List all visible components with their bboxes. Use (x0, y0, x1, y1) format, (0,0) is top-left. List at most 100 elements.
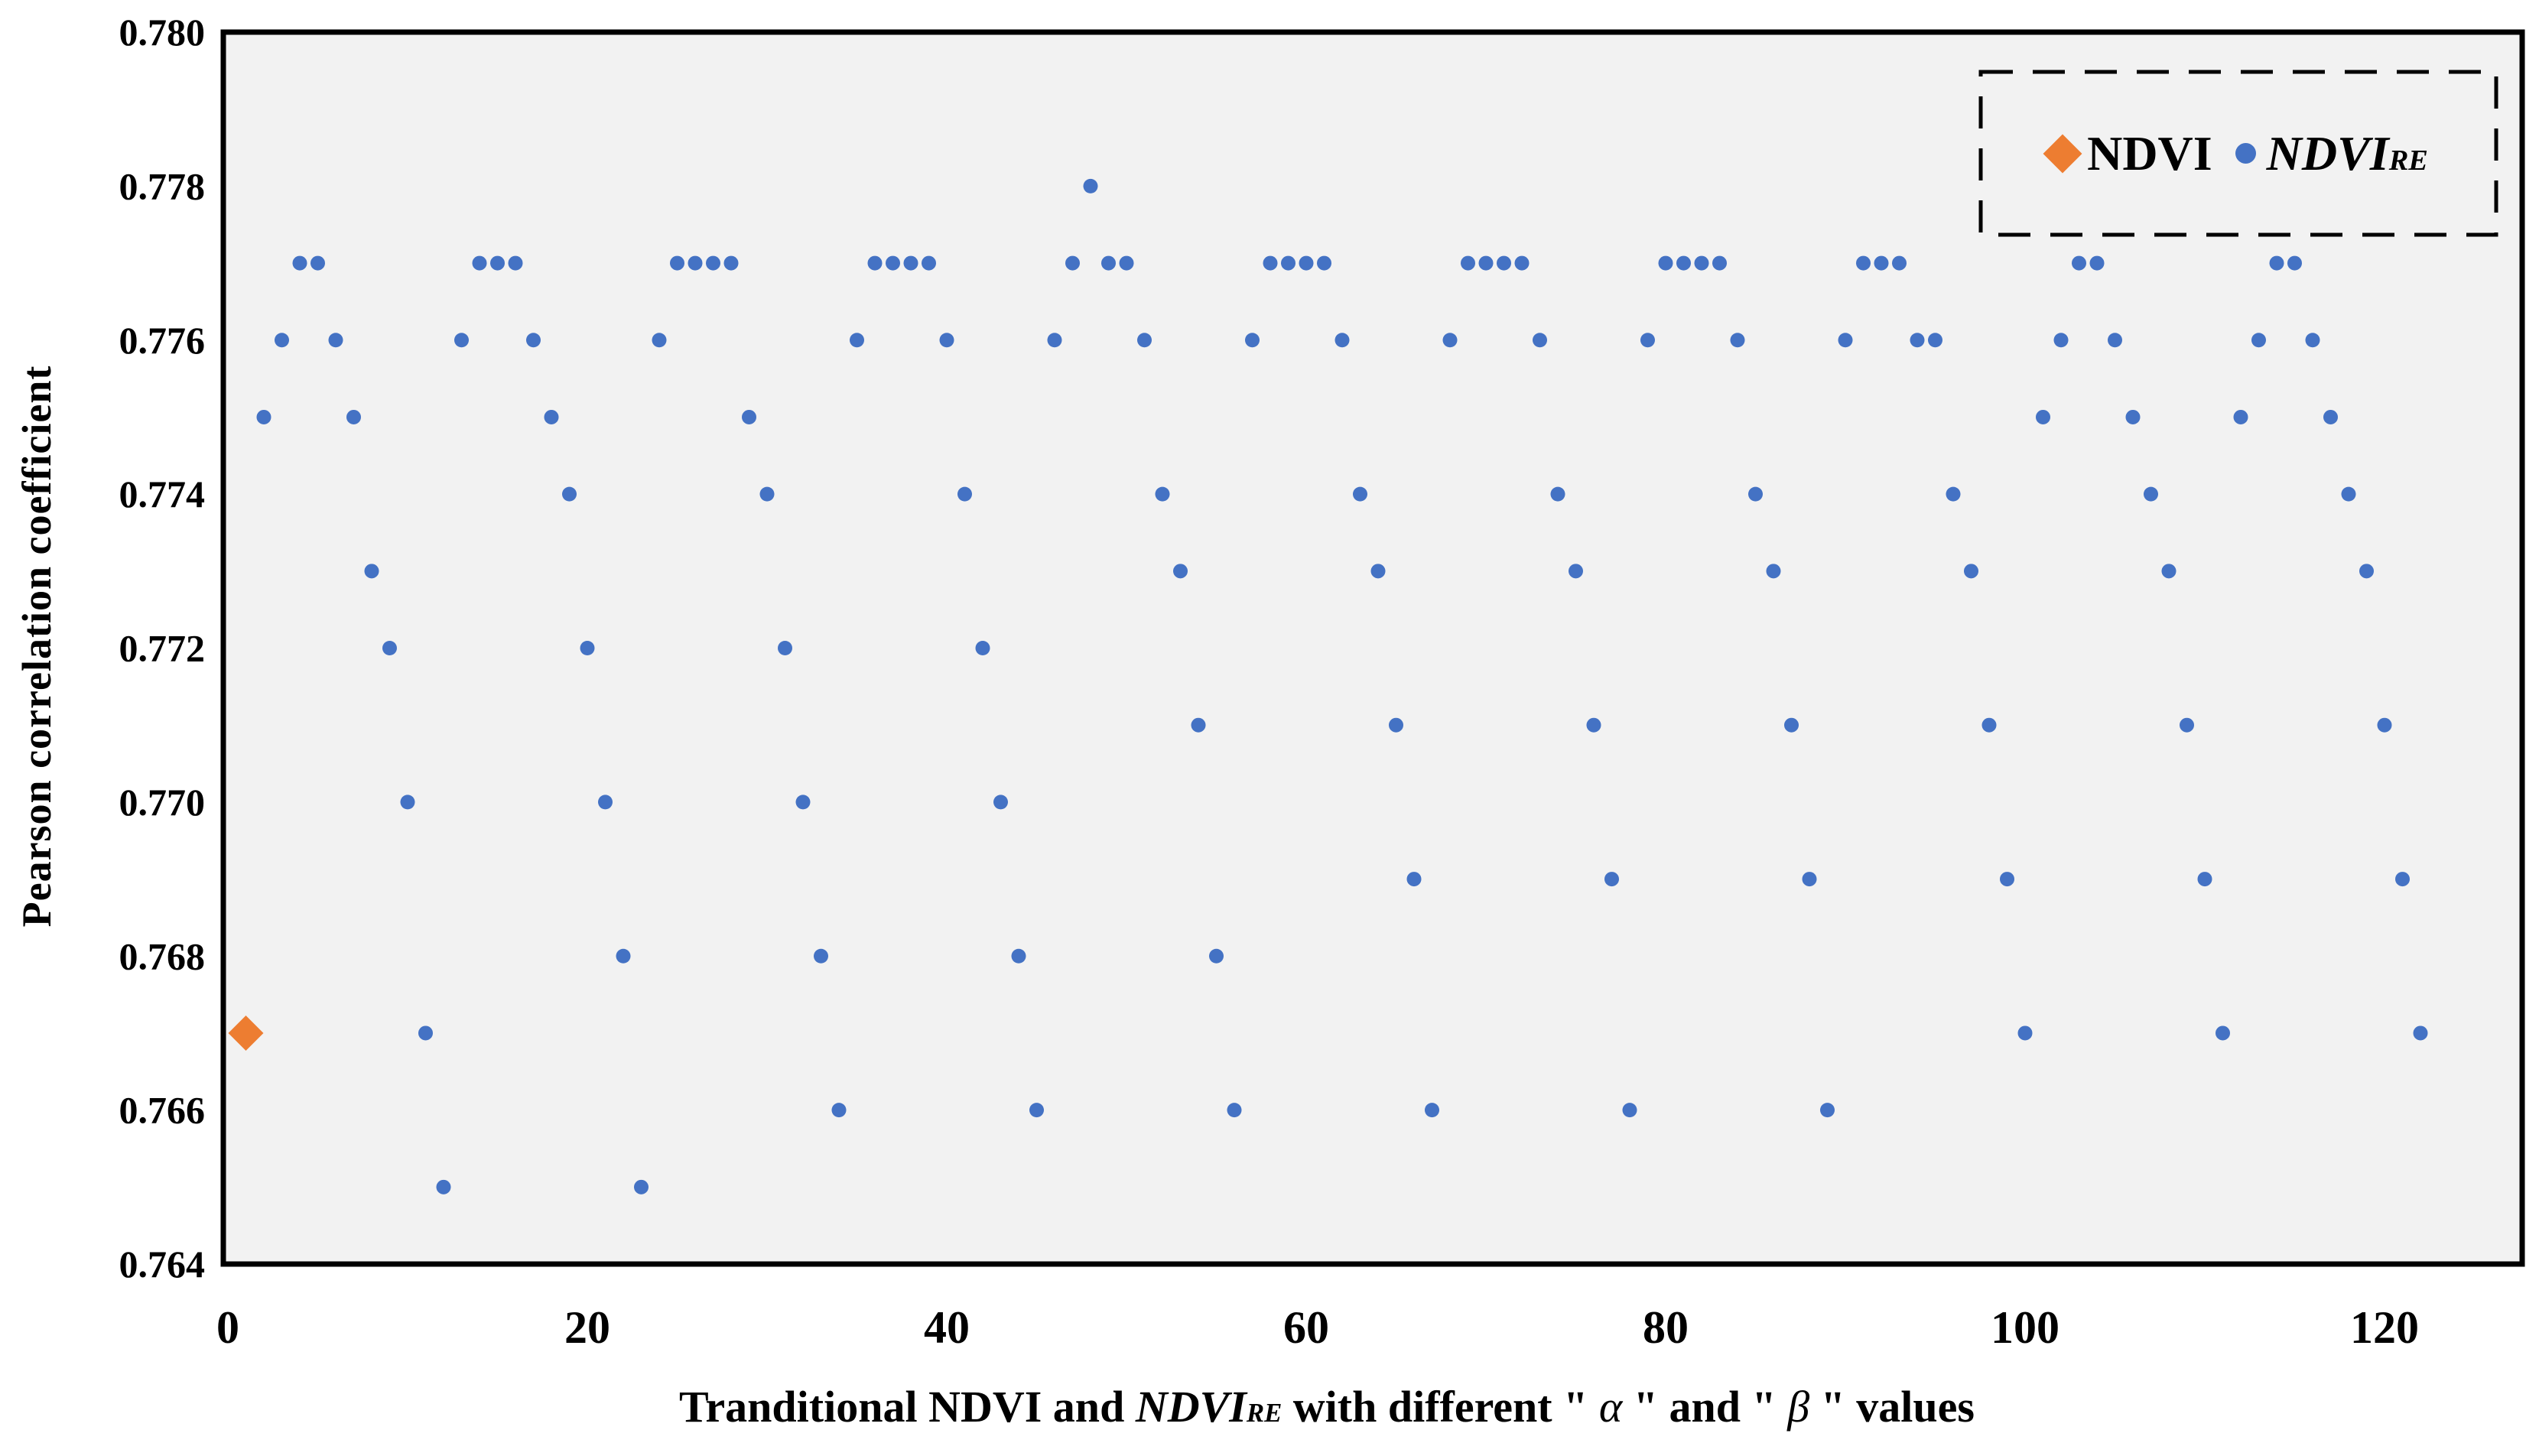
y-tick-label: 0.774 (119, 473, 206, 515)
ndvire-point (1442, 333, 1458, 348)
ndvire-point (1658, 255, 1673, 271)
ndvire-point (544, 409, 559, 424)
ndvire-point (2053, 333, 2069, 348)
x-tick-label: 0 (216, 1302, 239, 1353)
y-tick-label: 0.764 (119, 1243, 206, 1285)
x-tick-label: 60 (1283, 1302, 1329, 1353)
ndvire-dot-marker (2235, 143, 2256, 164)
ndvire-point (795, 795, 811, 810)
ndvire-point (490, 255, 505, 271)
ndvire-point (957, 486, 972, 502)
ndvire-point (1981, 717, 1997, 733)
x-axis-title-segment: α (1598, 1382, 1623, 1432)
ndvire-point (1586, 717, 1601, 733)
ndvire-point (2395, 872, 2410, 887)
ndvire-point (1730, 333, 1745, 348)
ndvire-point (1802, 872, 1817, 887)
ndvire-point (1928, 333, 1942, 348)
ndvire-point (1784, 717, 1799, 733)
ndvire-point (2305, 333, 2320, 348)
ndvire-point (328, 333, 343, 348)
ndvire-point (1029, 1103, 1044, 1118)
ndvire-point (454, 333, 469, 348)
ndvire-point (814, 948, 828, 964)
ndvire-point (2359, 564, 2374, 579)
legend-label-segment: NDVI (2266, 125, 2389, 180)
ndvire-point (1425, 1103, 1439, 1118)
ndvire-point (1245, 333, 1260, 348)
ndvire-point (1514, 255, 1530, 271)
y-tick-label: 0.768 (119, 934, 206, 977)
ndvire-point (1281, 255, 1296, 271)
legend-label: NDVI (2087, 125, 2212, 182)
ndvire-point (1622, 1103, 1637, 1118)
ndvire-point (292, 255, 307, 271)
ndvire-point (1694, 255, 1709, 271)
ndvire-point (310, 255, 325, 271)
ndvire-point (1101, 255, 1116, 271)
ndvire-point (1820, 1103, 1835, 1118)
ndvire-point (436, 1179, 451, 1194)
ndvire-point (1227, 1103, 1242, 1118)
ndvire-point (778, 641, 792, 655)
legend-item: NDVIRE (2235, 125, 2428, 182)
ndvire-point (382, 641, 397, 655)
x-axis-title-segment: RE (1246, 1398, 1283, 1428)
ndvire-point (2017, 1025, 2033, 1041)
ndvire-point (616, 948, 631, 964)
ndvire-point (2000, 872, 2014, 887)
ndvire-point (1946, 486, 1961, 502)
ndvire-point (1892, 255, 1907, 271)
ndvire-point (2144, 486, 2158, 502)
ndvire-point (580, 641, 595, 655)
legend-label-segment: RE (2388, 144, 2428, 177)
y-tick-label: 0.770 (119, 781, 206, 824)
ndvire-point (706, 255, 720, 271)
ndvire-point (1533, 333, 1547, 348)
ndvire-point (1389, 717, 1403, 733)
ndvire-point (2180, 717, 2194, 733)
x-tick-label: 40 (924, 1302, 970, 1353)
legend-label-segment: NDVI (2087, 125, 2212, 180)
ndvire-point (2377, 717, 2392, 733)
ndvire-point (2216, 1025, 2230, 1041)
ndvire-point (831, 1103, 847, 1118)
plot-area: 0.780 0.778 0.776 0.774 0.772 0.770 0.768 0.766… (119, 11, 2525, 1353)
ndvire-point (742, 409, 756, 424)
ndvire-point (1874, 255, 1889, 271)
ndvire-point (346, 409, 361, 424)
ndvire-point (652, 333, 667, 348)
ndvire-point (2036, 409, 2050, 424)
ndvire-point (1209, 948, 1224, 964)
ndvire-point (364, 564, 379, 579)
ndvire-point (400, 795, 415, 810)
ndvire-point (1569, 564, 1583, 579)
x-tick-label: 100 (1991, 1302, 2059, 1353)
ndvire-point (1676, 255, 1691, 271)
ndvire-point (1461, 255, 1475, 271)
ndvire-point (1550, 486, 1565, 502)
ndvire-point (472, 255, 487, 271)
ndvire-point (1263, 255, 1278, 271)
ndvire-point (2341, 486, 2356, 502)
x-tick-label: 120 (2350, 1302, 2419, 1353)
ndvire-point (598, 795, 613, 810)
y-tick-label: 0.766 (119, 1089, 206, 1132)
ndvire-point (723, 255, 739, 271)
ndvire-point (1155, 486, 1170, 502)
ndvire-point (1083, 178, 1098, 193)
ndvire-point (1317, 255, 1331, 271)
ndvire-point (634, 1179, 649, 1194)
ndvire-point (1838, 333, 1853, 348)
ndvire-point (2269, 255, 2284, 271)
x-axis-title-segment: " and " (1622, 1382, 1788, 1432)
y-tick-label: 0.778 (119, 164, 206, 207)
ndvire-point (1137, 333, 1152, 348)
ndvire-point (1910, 333, 1925, 348)
ndvire-point (1065, 255, 1080, 271)
ndvire-point (1856, 255, 1871, 271)
ndvire-point (1604, 872, 1619, 887)
ndvire-point (975, 641, 990, 655)
ndvire-point (759, 486, 775, 502)
ndvire-point (2287, 255, 2302, 271)
